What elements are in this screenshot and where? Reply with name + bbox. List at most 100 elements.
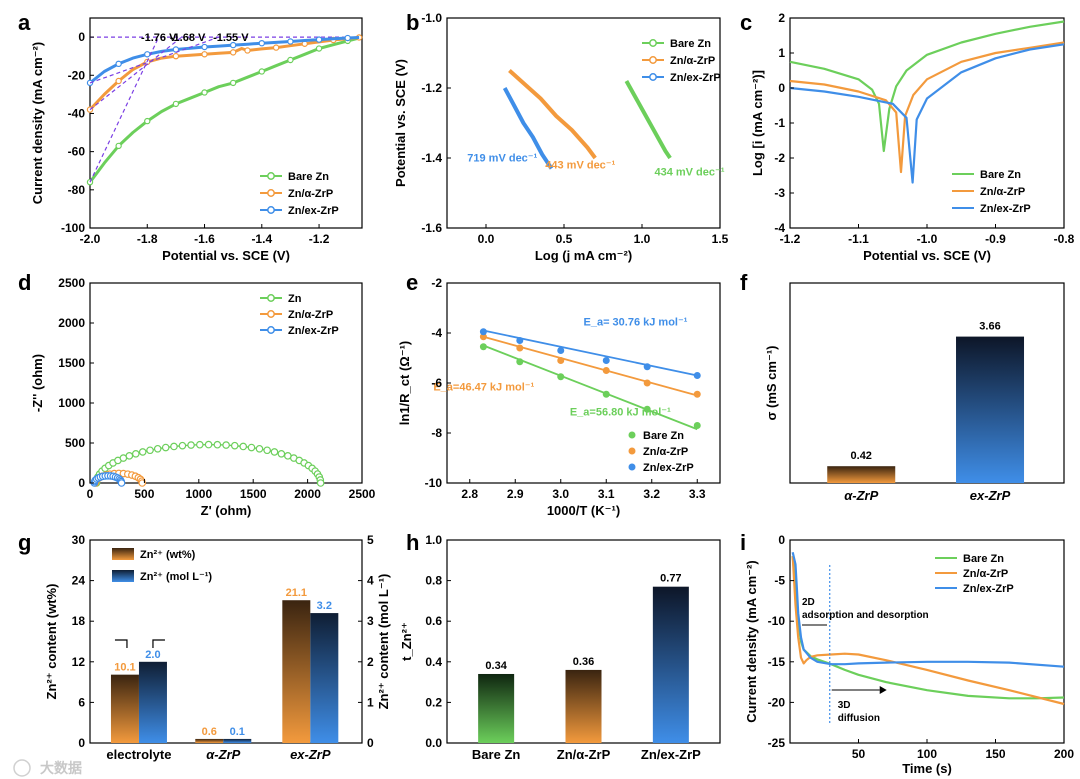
y-tick-label: 1000 [58,396,85,410]
legend-entry: Bare Zn [643,430,684,442]
panel-label-c: c [740,10,752,35]
y-right-tick-label: 1 [367,695,374,709]
y-tick-label: -25 [768,736,786,750]
x-tick-label: 100 [917,747,937,761]
bar-value-label: 2.0 [145,649,160,661]
legend-marker [267,310,275,318]
y-tick-label: 0 [78,30,85,44]
series-line [89,36,360,85]
y-tick-label: 0 [78,736,85,750]
data-point [201,43,208,51]
legend-marker [628,463,636,471]
legend-marker [628,447,636,455]
activation-energy-label: E_a=56.80 kJ mol⁻¹ [570,407,671,419]
category-label: ex-ZrP [290,747,331,762]
data-point [229,79,237,87]
data-point [144,117,151,125]
tangent-line [89,36,220,84]
data-point [693,422,701,429]
data-point [230,441,239,450]
data-point [144,51,151,58]
data-point [115,142,122,150]
y-tick-label: -1.6 [421,221,442,235]
bar-value-label: 3.66 [979,321,1000,333]
data-point [643,379,651,387]
bar-value-label: 0.77 [660,573,681,585]
tafel-slope-label: 434 mV dec⁻¹ [654,167,724,179]
data-point [247,443,256,452]
y-tick-label: -1.4 [421,151,442,165]
y-tick-label: 0.0 [425,736,442,750]
annotation: 3D [838,700,851,711]
x-tick-label: 0.0 [478,232,495,246]
y-axis-label: ln1/R_ct (Ω⁻¹) [397,341,412,425]
x-tick-label: -2.0 [80,232,101,246]
x-tick-label: 50 [852,747,866,761]
data-point [244,47,251,54]
data-point [315,36,323,43]
watermark: 大数据 [40,760,82,776]
y-tick-label: -8 [431,426,442,440]
legend-marker [649,56,657,64]
y-tick-label: -10 [768,614,786,628]
y-tick-label: 1.0 [425,533,442,547]
x-axis-label: 1000/T (K⁻¹) [547,503,620,518]
y-tick-label: -5 [774,574,785,588]
y-right-axis-label: Zn²⁺ content (mol L⁻¹) [376,574,391,710]
data-point [277,450,286,458]
y-tick-label: 2000 [58,316,85,330]
bar-value-label: 0.42 [851,450,872,462]
data-point [557,347,565,354]
annotation: diffusion [838,713,880,724]
legend-entry: Zn²⁺ (wt%) [140,549,196,561]
y-tick-label: 0 [78,476,85,490]
bar-mol [138,661,167,743]
x-tick-label: 1000 [185,487,212,501]
data-point [693,372,701,379]
category-label: α-ZrP [844,488,878,503]
legend-entry: Zn/ex-ZrP [288,205,339,217]
bar-wt [282,600,311,743]
x-tick-label: -1.0 [917,232,938,246]
x-tick-label: -1.1 [848,232,869,246]
data-point [117,479,126,487]
bar-value-label: 0.6 [202,726,217,738]
y-tick-label: -100 [61,221,85,235]
y-tick-label: -10 [425,476,443,490]
panel-label-a: a [18,10,31,35]
plot-frame [89,282,363,484]
panel-f-chart: f 0.42 α-ZrP 3.66 ex-ZrP σ (mS cm⁻¹) [740,270,1065,503]
legend-swatch [112,548,134,560]
panel-i-chart: i 2D adsorption and desorption 3D diffusion 5… [740,530,1074,776]
y-axis-label: Current density (mA cm⁻²) [30,42,45,204]
data-point [315,45,323,52]
legend-marker [267,206,275,214]
data-point [195,440,204,449]
data-point [287,38,294,45]
x-tick-label: 500 [134,487,154,501]
x-tick-label: 2.9 [507,487,524,501]
y-tick-label: -2 [431,276,442,290]
y-tick-label: 24 [72,574,86,588]
legend-entry: Zn/α-ZrP [643,446,688,458]
x-tick-label: 1.5 [712,232,729,246]
legend-entry: Bare Zn [288,171,329,183]
data-point [516,337,524,344]
x-axis-label: Z' (ohm) [201,503,252,518]
data-point [643,405,651,413]
bar-value-label: 3.2 [317,600,332,612]
bar-value-label: 0.1 [230,726,245,738]
y-tick-label: -4 [774,221,785,235]
y-axis-label: -Z'' (ohm) [30,354,45,412]
y-tick-label: -3 [774,186,785,200]
tafel-slope-label: 443 mV dec⁻¹ [545,160,615,172]
bar-mol [223,738,252,743]
series-line [508,69,597,160]
y-tick-label: 0 [778,533,785,547]
bar-mol [310,613,339,743]
data-point [115,60,122,68]
y-axis-label: t_Zn²⁺ [399,622,414,661]
tangent-line [89,36,160,183]
data-point [170,442,178,451]
onset-annotation: -1.68 V [170,32,206,44]
